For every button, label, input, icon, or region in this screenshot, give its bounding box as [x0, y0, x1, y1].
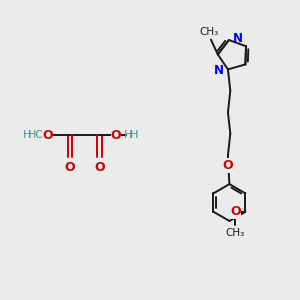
Text: O: O: [42, 129, 53, 142]
Text: N: N: [214, 64, 224, 77]
Text: H: H: [130, 130, 138, 140]
Text: N: N: [233, 32, 243, 45]
Text: H: H: [124, 130, 133, 140]
Text: H: H: [23, 130, 31, 140]
Text: CH₃: CH₃: [200, 27, 219, 37]
Text: O: O: [110, 129, 121, 142]
Text: O: O: [230, 205, 241, 218]
Text: O: O: [64, 161, 75, 174]
Text: O: O: [94, 161, 105, 174]
Text: O: O: [223, 159, 233, 172]
Text: CH₃: CH₃: [226, 227, 245, 238]
Text: HO: HO: [28, 130, 45, 140]
